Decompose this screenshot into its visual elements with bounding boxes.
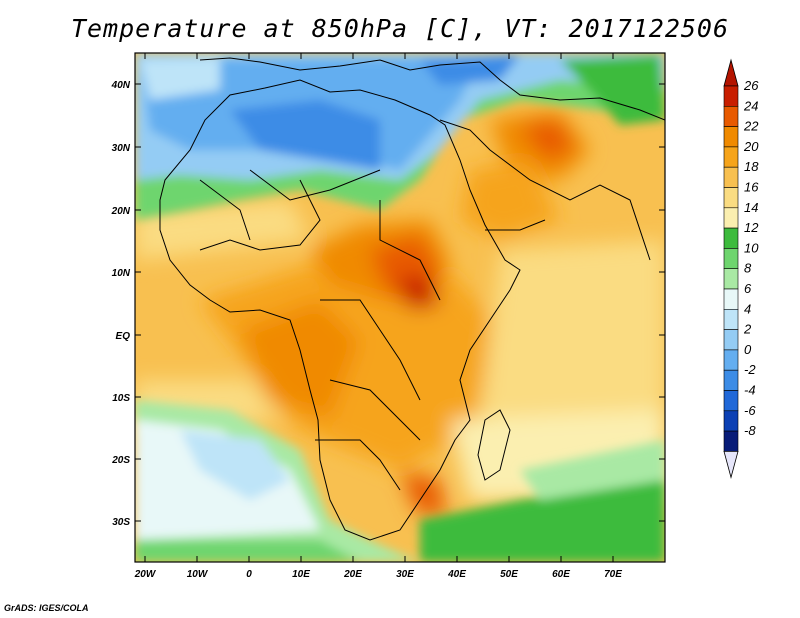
colorbar-label: 14 xyxy=(744,200,758,215)
colorbar-swatch xyxy=(723,288,739,310)
lon-label: 50E xyxy=(500,569,518,580)
colorbar-top-triangle xyxy=(723,58,739,87)
map-frame xyxy=(134,52,666,563)
colorbar-label: 2 xyxy=(743,322,752,337)
lat-label: 10S xyxy=(112,393,130,404)
colorbar-swatch xyxy=(723,85,739,107)
lon-label: 10W xyxy=(187,569,209,580)
colorbar-label: 6 xyxy=(744,281,752,296)
colorbar-swatch xyxy=(723,126,739,148)
footer-credit: GrADS: IGES/COLA xyxy=(4,603,89,613)
page-title: Temperature at 850hPa [C], VT: 201712250… xyxy=(70,14,730,43)
colorbar-swatch xyxy=(723,187,739,209)
lat-label: 20N xyxy=(111,206,131,217)
colorbar-swatch xyxy=(723,106,739,127)
colorbar-bottom-triangle xyxy=(723,450,739,479)
colorbar-swatch xyxy=(723,268,739,290)
lon-label: 60E xyxy=(552,569,570,580)
coastlines xyxy=(159,57,665,541)
lon-label: 70E xyxy=(604,569,622,580)
lat-label: 30S xyxy=(112,517,130,528)
colorbar-swatch xyxy=(723,390,739,412)
lat-label: 10N xyxy=(112,268,131,279)
colorbar-label: 0 xyxy=(744,342,752,357)
lon-label: 0 xyxy=(246,569,252,580)
longitude-axis xyxy=(144,53,614,562)
lat-label: 40N xyxy=(111,80,131,91)
colorbar-label: -2 xyxy=(744,362,756,377)
colorbar-label: 12 xyxy=(744,220,759,235)
colorbar-label: 24 xyxy=(743,98,758,113)
colorbar-label: -4 xyxy=(744,383,756,398)
lon-label: 20E xyxy=(343,569,362,580)
colorbar-label: 10 xyxy=(744,240,759,255)
colorbar-swatch xyxy=(723,349,739,371)
colorbar-label: 18 xyxy=(744,159,759,174)
lon-label: 10E xyxy=(292,569,310,580)
temperature-field xyxy=(135,53,665,562)
lat-label: 20S xyxy=(111,455,130,466)
colorbar-swatch xyxy=(723,308,739,330)
colorbar-swatch xyxy=(723,166,739,188)
colorbar-label: 4 xyxy=(744,301,751,316)
colorbar-swatch xyxy=(723,146,739,168)
colorbar-label: 22 xyxy=(743,119,759,134)
colorbar-swatch xyxy=(723,248,739,269)
colorbar-label: 16 xyxy=(744,180,759,195)
lon-label: 20W xyxy=(134,569,157,580)
colorbar-swatch xyxy=(723,207,739,229)
lon-label: 30E xyxy=(396,569,414,580)
colorbar-label: -8 xyxy=(744,423,756,438)
lat-label: 30N xyxy=(112,143,131,154)
colorbar-swatch xyxy=(723,329,739,351)
colorbar-label: -6 xyxy=(744,403,756,418)
lon-label: 40E xyxy=(447,569,466,580)
colorbar-label: 8 xyxy=(744,261,752,276)
colorbar-label: 20 xyxy=(743,139,759,154)
colorbar-swatch xyxy=(723,430,739,452)
colorbar-swatch xyxy=(723,369,739,391)
colorbar-label: 26 xyxy=(743,78,759,93)
colorbar-swatch xyxy=(723,227,739,249)
lat-label: EQ xyxy=(116,331,131,342)
colorbar-swatch xyxy=(723,410,739,432)
latitude-axis xyxy=(135,83,665,522)
